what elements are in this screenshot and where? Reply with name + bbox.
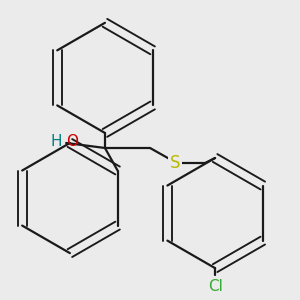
Text: Cl: Cl bbox=[208, 279, 223, 294]
Text: H: H bbox=[50, 134, 62, 149]
Text: S: S bbox=[170, 154, 180, 172]
Text: O: O bbox=[66, 134, 78, 149]
